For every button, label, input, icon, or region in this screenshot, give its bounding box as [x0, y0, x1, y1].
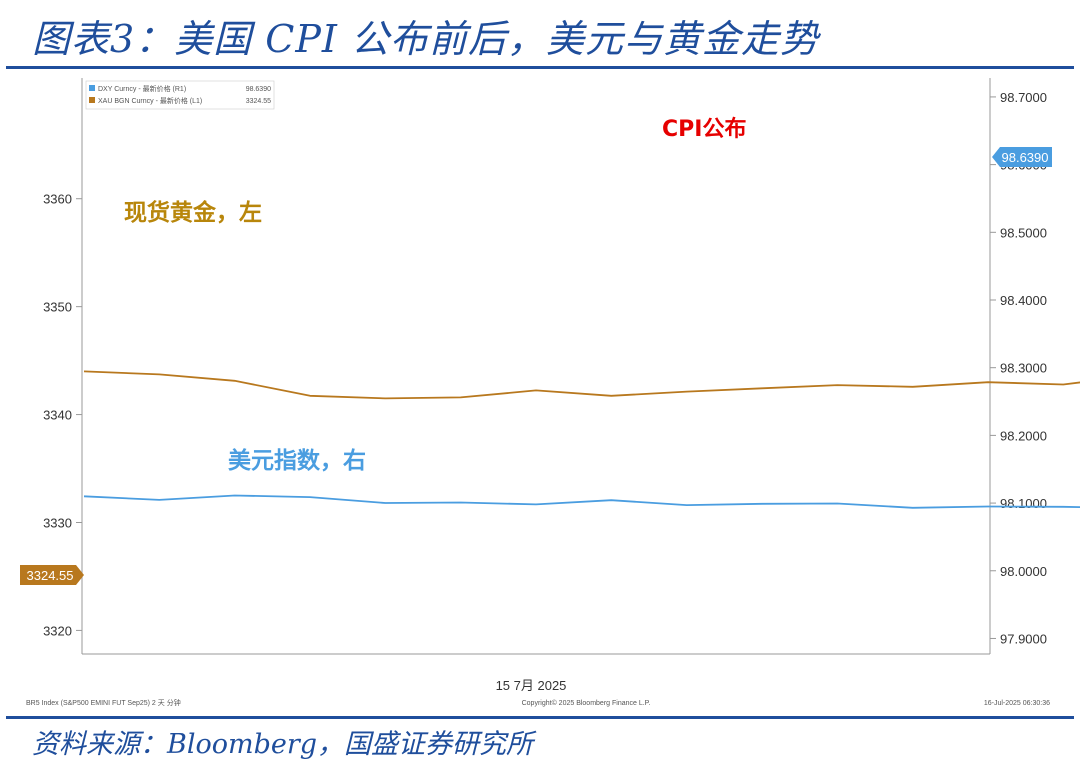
gold-last-value-tag-shape [20, 565, 84, 585]
legend-swatch-gold [89, 97, 95, 103]
footer-left: BR5 Index (S&P500 EMINI FUT Sep25) 2 天 分… [26, 698, 181, 707]
footer-right: 16-Jul-2025 06:30:36 [984, 700, 1050, 707]
dxy-last-value: 98.6390 [1002, 150, 1049, 165]
dxy-series-line [83, 494, 1080, 509]
left-tick-label: 3320 [43, 623, 72, 638]
source-note: 资料来源：Bloomberg，国盛证券研究所 [32, 729, 534, 760]
right-axis-ticks: 97.9000 98.0000 98.1000 98.2000 98.3000 98.40… [990, 90, 1047, 646]
right-tick-label: 98.5000 [1000, 225, 1047, 240]
left-tick-label: 3360 [43, 192, 72, 207]
legend-value-dxy: 98.6390 [246, 86, 271, 93]
dxy-last-value-tag: 98.6390 [992, 147, 1052, 167]
chart: 3320 3330 3340 3350 3360 97.9000 98.0000 98.10… [20, 78, 1080, 707]
right-tick-label: 98.4000 [1000, 293, 1047, 308]
gold-last-value: 3324.55 [27, 568, 74, 583]
gold-annotation: 现货黄金，左 [124, 199, 262, 226]
left-tick-label: 3330 [43, 515, 72, 530]
cpi-annotation: CPI公布 [662, 116, 746, 142]
x-axis-label: 15 7月 2025 [496, 678, 567, 693]
left-tick-label: 3350 [43, 300, 72, 315]
left-axis-ticks: 3320 3330 3340 3350 3360 [43, 192, 82, 638]
legend-value-gold: 3324.55 [246, 98, 271, 105]
legend-label-dxy: DXY Curncy - 最新价格 (R1) [98, 84, 186, 93]
right-tick-label: 98.0000 [1000, 564, 1047, 579]
right-tick-label: 98.2000 [1000, 428, 1047, 443]
source-rule [6, 716, 1074, 719]
gold-last-value-tag: 3324.55 [20, 565, 84, 585]
dxy-last-value-tag-shape [992, 147, 1052, 167]
right-tick-label: 98.3000 [1000, 361, 1047, 376]
legend: DXY Curncy - 最新价格 (R1) 98.6390 XAU BGN C… [85, 80, 275, 110]
right-tick-label: 98.7000 [1000, 90, 1047, 105]
left-tick-label: 3340 [43, 408, 72, 423]
right-tick-label: 97.9000 [1000, 631, 1047, 646]
right-tick-label: 98.1000 [1000, 496, 1047, 511]
series-lines [83, 370, 1080, 509]
footer-center: Copyright© 2025 Bloomberg Finance L.P. [522, 699, 651, 707]
legend-label-gold: XAU BGN Curncy - 最新价格 (L1) [98, 96, 202, 105]
figure-title: 图表3：美国 CPI 公布前后，美元与黄金走势 [32, 17, 819, 61]
legend-swatch-dxy [89, 85, 95, 91]
title-rule [6, 66, 1074, 69]
dxy-annotation: 美元指数，右 [228, 447, 366, 474]
legend-box [85, 80, 275, 110]
